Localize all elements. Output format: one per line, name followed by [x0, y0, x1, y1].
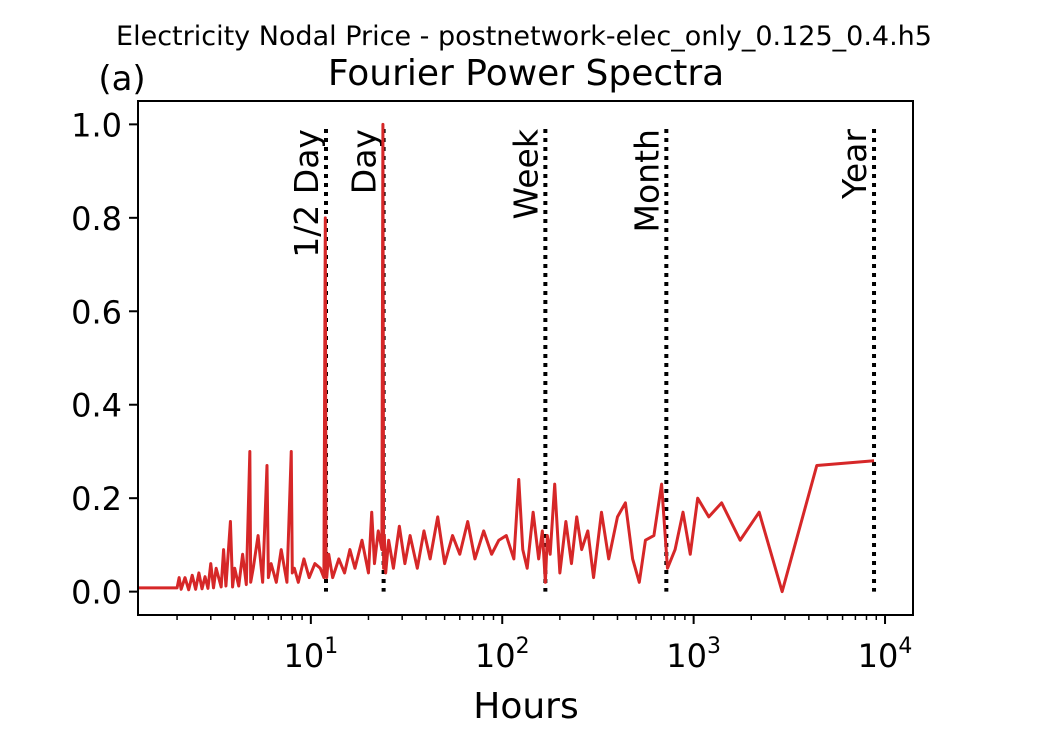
y-tick-label: 0.6: [71, 293, 122, 331]
x-tick-base: 10: [666, 637, 707, 675]
x-tick-base: 10: [283, 637, 324, 675]
panel-label: (a): [98, 59, 145, 99]
reference-line-label: Week: [506, 128, 545, 219]
x-tick-label: 102: [475, 634, 530, 675]
x-tick-base: 10: [858, 637, 899, 675]
reference-line-label: Day: [345, 129, 384, 194]
x-tick-exponent: 1: [324, 634, 338, 659]
figure-suptitle: Electricity Nodal Price - postnetwork-el…: [116, 21, 932, 52]
x-axis: 101 102 103 104: [176, 615, 913, 675]
y-tick-label: 0.0: [71, 574, 122, 612]
series-line: [138, 122, 875, 594]
x-tick-exponent: 3: [707, 634, 721, 659]
reference-lines: 1/2 Day Day Week Month Year: [287, 128, 877, 592]
y-tick-label: 0.4: [71, 387, 122, 425]
x-tick-label: 101: [283, 634, 338, 675]
reference-line-label: 1/2 Day: [287, 129, 326, 258]
x-axis-label: Hours: [473, 686, 578, 727]
x-tick-label: 103: [666, 634, 721, 675]
x-tick-exponent: 4: [898, 634, 912, 659]
x-tick-base: 10: [475, 637, 516, 675]
reference-line-label: Month: [627, 129, 666, 232]
y-tick-label: 0.8: [71, 200, 122, 238]
plot-frame: [137, 100, 914, 616]
data-series: [138, 122, 875, 594]
x-tick-exponent: 2: [516, 634, 530, 659]
chart-title: Fourier Power Spectra: [328, 53, 724, 94]
y-tick-label: 0.2: [71, 480, 122, 518]
x-tick-label: 104: [858, 634, 913, 675]
y-tick-label: 1.0: [71, 106, 122, 144]
y-axis: 0.0 0.2 0.4 0.6 0.8 1.0: [71, 106, 138, 612]
reference-line-label: Year: [835, 129, 874, 200]
